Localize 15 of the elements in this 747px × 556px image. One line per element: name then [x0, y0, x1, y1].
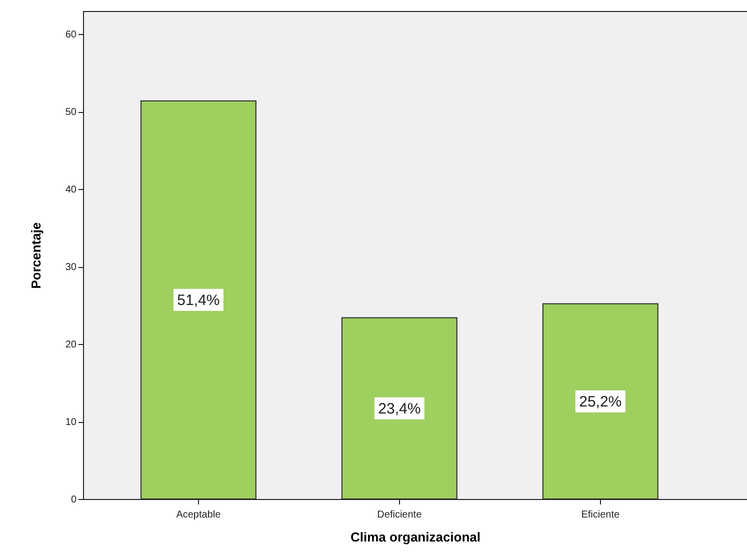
y-tick-label: 40 — [65, 184, 77, 196]
y-tick-label: 60 — [65, 30, 77, 41]
x-tick-label: Aceptable — [176, 510, 222, 520]
data-label: 25,2% — [579, 393, 622, 410]
y-tick-label: 10 — [65, 417, 77, 428]
data-label: 23,4% — [378, 400, 421, 418]
x-axis-title: Clima organizacional — [350, 530, 481, 544]
y-tick-label: 0 — [70, 494, 77, 506]
data-label: 51,4% — [177, 292, 220, 309]
y-axis-title: Porcentaje — [28, 222, 44, 289]
x-tick-label: Deficiente — [377, 510, 422, 520]
y-tick-label: 50 — [65, 107, 77, 118]
y-tick-label: 30 — [65, 262, 77, 274]
y-tick-label: 20 — [65, 340, 77, 351]
x-tick-label: Eficiente — [581, 510, 620, 520]
